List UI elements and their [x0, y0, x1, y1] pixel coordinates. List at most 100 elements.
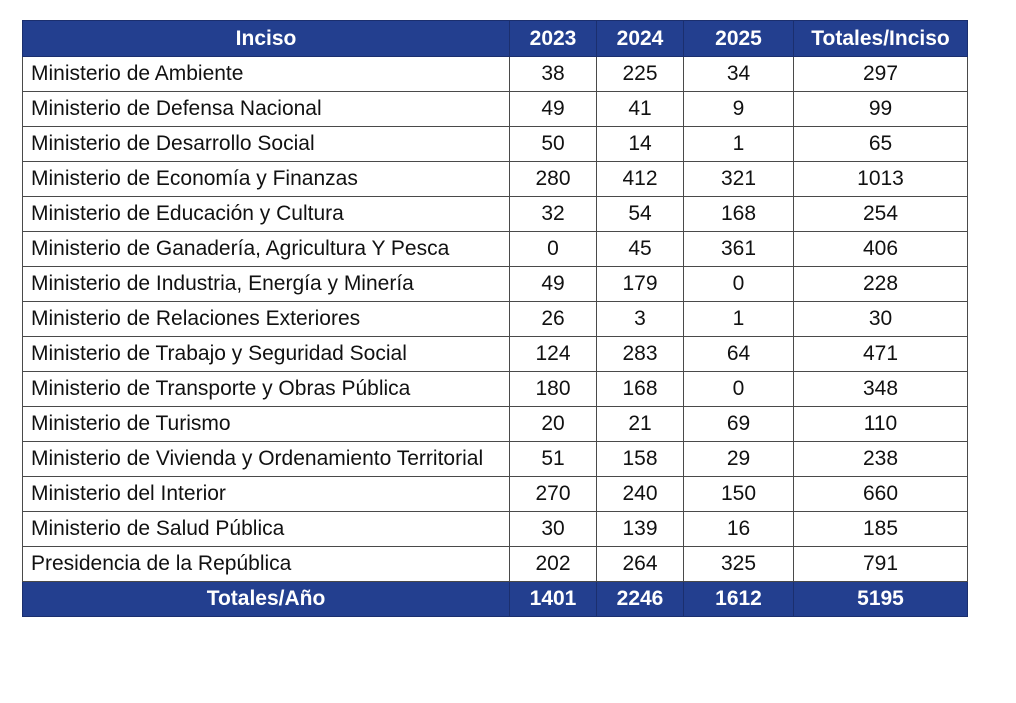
- table-row: Ministerio de Industria, Energía y Miner…: [22, 266, 968, 302]
- table-row: Ministerio de Relaciones Exteriores 26 3 1 3…: [22, 301, 968, 337]
- data-table: Inciso 2023 2024 2025 Totales/Inciso Min…: [22, 20, 968, 617]
- cell-inciso: Ministerio de Educación y Cultura: [22, 196, 510, 232]
- cell-inciso: Ministerio de Ganadería, Agricultura Y P…: [22, 231, 510, 267]
- cell-total: 791: [793, 546, 968, 582]
- cell-2025: 150: [683, 476, 794, 512]
- cell-2023: 202: [509, 546, 597, 582]
- cell-total: 185: [793, 511, 968, 547]
- cell-total: 406: [793, 231, 968, 267]
- cell-2025: 64: [683, 336, 794, 372]
- cell-2024: 412: [596, 161, 684, 197]
- cell-inciso: Ministerio del Interior: [22, 476, 510, 512]
- table-row: Ministerio de Economía y Finanzas 280 412 3…: [22, 161, 968, 197]
- footer-2025: 1612: [683, 581, 794, 617]
- cell-2024: 179: [596, 266, 684, 302]
- table-row: Ministerio de Defensa Nacional 49 41 9 99: [22, 91, 968, 127]
- cell-total: 471: [793, 336, 968, 372]
- cell-inciso: Ministerio de Relaciones Exteriores: [22, 301, 510, 337]
- cell-inciso: Ministerio de Vivienda y Ordenamiento Te…: [22, 441, 510, 477]
- cell-2023: 38: [509, 56, 597, 92]
- cell-2025: 29: [683, 441, 794, 477]
- cell-inciso: Ministerio de Turismo: [22, 406, 510, 442]
- header-total: Totales/Inciso: [793, 20, 968, 57]
- cell-inciso: Ministerio de Industria, Energía y Miner…: [22, 266, 510, 302]
- cell-inciso: Ministerio de Salud Pública: [22, 511, 510, 547]
- cell-total: 660: [793, 476, 968, 512]
- cell-inciso: Ministerio de Trabajo y Seguridad Social: [22, 336, 510, 372]
- cell-inciso: Ministerio de Transporte y Obras Pública: [22, 371, 510, 407]
- cell-2024: 168: [596, 371, 684, 407]
- cell-inciso: Ministerio de Desarrollo Social: [22, 126, 510, 162]
- table-row: Ministerio de Transporte y Obras Pública…: [22, 371, 968, 407]
- table-row: Ministerio de Turismo 20 21 69 110: [22, 406, 968, 442]
- footer-row: Totales/Año 1401 2246 1612 5195: [22, 581, 968, 617]
- header-row: Inciso 2023 2024 2025 Totales/Inciso: [22, 20, 968, 57]
- table-footer: Totales/Año 1401 2246 1612 5195: [22, 581, 968, 617]
- table-row: Ministerio de Vivienda y Ordenamiento Te…: [22, 441, 968, 477]
- cell-2024: 21: [596, 406, 684, 442]
- cell-2023: 50: [509, 126, 597, 162]
- cell-inciso: Presidencia de la República: [22, 546, 510, 582]
- cell-2025: 1: [683, 301, 794, 337]
- header-year-2023: 2023: [509, 20, 597, 57]
- cell-total: 297: [793, 56, 968, 92]
- cell-total: 1013: [793, 161, 968, 197]
- table-body: Ministerio de Ambiente 38 225 34 297 Minister…: [22, 56, 968, 582]
- cell-2025: 168: [683, 196, 794, 232]
- cell-2024: 14: [596, 126, 684, 162]
- table-row: Ministerio de Ganadería, Agricultura Y P…: [22, 231, 968, 267]
- table-row: Ministerio de Salud Pública 30 139 16 185: [22, 511, 968, 547]
- footer-2023: 1401: [509, 581, 597, 617]
- cell-2024: 264: [596, 546, 684, 582]
- cell-2024: 45: [596, 231, 684, 267]
- table-row: Ministerio de Ambiente 38 225 34 297: [22, 56, 968, 92]
- cell-2025: 0: [683, 266, 794, 302]
- cell-total: 110: [793, 406, 968, 442]
- cell-2024: 283: [596, 336, 684, 372]
- cell-total: 238: [793, 441, 968, 477]
- table-row: Ministerio de Educación y Cultura 32 54 168…: [22, 196, 968, 232]
- cell-2023: 124: [509, 336, 597, 372]
- cell-2023: 32: [509, 196, 597, 232]
- cell-2025: 69: [683, 406, 794, 442]
- cell-2024: 3: [596, 301, 684, 337]
- cell-2024: 240: [596, 476, 684, 512]
- cell-total: 99: [793, 91, 968, 127]
- cell-2023: 0: [509, 231, 597, 267]
- header-year-2025: 2025: [683, 20, 794, 57]
- cell-total: 228: [793, 266, 968, 302]
- cell-2024: 158: [596, 441, 684, 477]
- cell-2024: 54: [596, 196, 684, 232]
- header-year-2024: 2024: [596, 20, 684, 57]
- cell-total: 254: [793, 196, 968, 232]
- cell-total: 65: [793, 126, 968, 162]
- cell-2025: 34: [683, 56, 794, 92]
- cell-2025: 1: [683, 126, 794, 162]
- footer-2024: 2246: [596, 581, 684, 617]
- table-row: Ministerio de Desarrollo Social 50 14 1 65: [22, 126, 968, 162]
- cell-inciso: Ministerio de Ambiente: [22, 56, 510, 92]
- table-row: Ministerio de Trabajo y Seguridad Social…: [22, 336, 968, 372]
- cell-2025: 16: [683, 511, 794, 547]
- cell-2023: 20: [509, 406, 597, 442]
- cell-total: 348: [793, 371, 968, 407]
- cell-total: 30: [793, 301, 968, 337]
- table-row: Presidencia de la República 202 264 325 791: [22, 546, 968, 582]
- cell-inciso: Ministerio de Defensa Nacional: [22, 91, 510, 127]
- cell-2023: 51: [509, 441, 597, 477]
- cell-2025: 361: [683, 231, 794, 267]
- table-header: Inciso 2023 2024 2025 Totales/Inciso: [22, 20, 968, 57]
- footer-total: 5195: [793, 581, 968, 617]
- cell-2025: 9: [683, 91, 794, 127]
- cell-2025: 325: [683, 546, 794, 582]
- cell-2023: 180: [509, 371, 597, 407]
- cell-inciso: Ministerio de Economía y Finanzas: [22, 161, 510, 197]
- footer-label: Totales/Año: [22, 581, 510, 617]
- cell-2023: 49: [509, 91, 597, 127]
- cell-2024: 225: [596, 56, 684, 92]
- cell-2023: 49: [509, 266, 597, 302]
- cell-2023: 270: [509, 476, 597, 512]
- cell-2024: 41: [596, 91, 684, 127]
- cell-2023: 30: [509, 511, 597, 547]
- cell-2023: 26: [509, 301, 597, 337]
